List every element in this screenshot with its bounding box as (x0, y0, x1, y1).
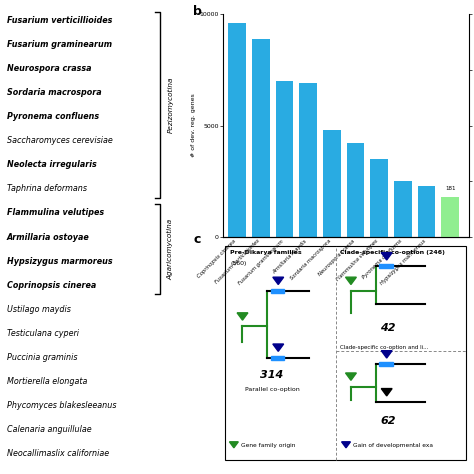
Bar (252, 39, 270, 237)
Text: Fusarium graminearum: Fusarium graminearum (7, 40, 112, 49)
Polygon shape (273, 277, 283, 284)
Text: 42: 42 (380, 323, 396, 333)
Text: Neocallimaslix californiae: Neocallimaslix californiae (7, 449, 109, 457)
Text: Armillaria ostoyae: Armillaria ostoyae (7, 233, 90, 241)
Text: Taphrina deformans: Taphrina deformans (7, 184, 87, 193)
Text: c: c (193, 233, 201, 246)
Text: Gain of developmental exa: Gain of developmental exa (354, 443, 433, 447)
Polygon shape (381, 253, 392, 260)
Text: Calenaria anguillulae: Calenaria anguillulae (7, 425, 91, 434)
Bar (299, 83, 317, 237)
Polygon shape (381, 389, 392, 396)
Bar (418, 186, 436, 237)
Bar (228, 23, 246, 237)
Bar (394, 182, 412, 237)
Text: Flammulina velutipes: Flammulina velutipes (7, 209, 104, 218)
Text: Hypsizygus marmoreus: Hypsizygus marmoreus (7, 256, 112, 265)
Text: Neolecta irregularis: Neolecta irregularis (7, 161, 97, 169)
Text: Sordaria macrospora: Sordaria macrospora (7, 89, 101, 97)
Text: Pezizomycotina: Pezizomycotina (167, 77, 173, 133)
Text: b: b (193, 5, 202, 18)
Bar (271, 289, 284, 293)
Text: Pyronema confluens: Pyronema confluens (7, 112, 99, 121)
Text: Pre-Dikarya families: Pre-Dikarya families (230, 249, 302, 255)
Bar (271, 356, 284, 360)
Bar (370, 159, 388, 237)
Text: 62: 62 (380, 417, 396, 427)
Text: Fusarium verticillioides: Fusarium verticillioides (7, 17, 112, 25)
Text: Phycomyces blakesleeanus: Phycomyces blakesleeanus (7, 401, 116, 410)
Bar (379, 264, 393, 268)
Text: Agaricomycotina: Agaricomycotina (167, 219, 173, 280)
Text: Parallel co-option: Parallel co-option (245, 387, 300, 392)
Polygon shape (381, 351, 392, 358)
Text: Testiculana cyperi: Testiculana cyperi (7, 328, 79, 337)
Polygon shape (342, 442, 350, 448)
Bar (346, 144, 365, 237)
Polygon shape (229, 442, 238, 448)
Text: Mortierella elongata: Mortierella elongata (7, 377, 87, 385)
Text: Saccharomyces cerevisiae: Saccharomyces cerevisiae (7, 137, 113, 146)
Bar (275, 81, 293, 237)
Text: Ustilago maydis: Ustilago maydis (7, 305, 71, 313)
Y-axis label: # of dev. reg. genes: # of dev. reg. genes (191, 94, 196, 157)
Bar (379, 362, 393, 366)
Polygon shape (273, 344, 283, 351)
Polygon shape (346, 277, 356, 284)
Text: Clade-specific co-option (246): Clade-specific co-option (246) (340, 249, 445, 255)
Text: 314: 314 (260, 370, 284, 380)
Text: Gene family origin: Gene family origin (241, 443, 296, 447)
Text: Coprinopsis cinerea: Coprinopsis cinerea (7, 281, 96, 290)
Bar (323, 130, 341, 237)
Text: Neurospora crassa: Neurospora crassa (7, 64, 91, 73)
Bar (441, 197, 459, 237)
Text: Clade-specific co-option and li...: Clade-specific co-option and li... (340, 346, 428, 350)
Polygon shape (346, 373, 356, 380)
Polygon shape (237, 313, 248, 320)
Text: Puccinia graminis: Puccinia graminis (7, 353, 77, 362)
Text: (560): (560) (230, 261, 246, 265)
Text: 181: 181 (445, 186, 456, 191)
